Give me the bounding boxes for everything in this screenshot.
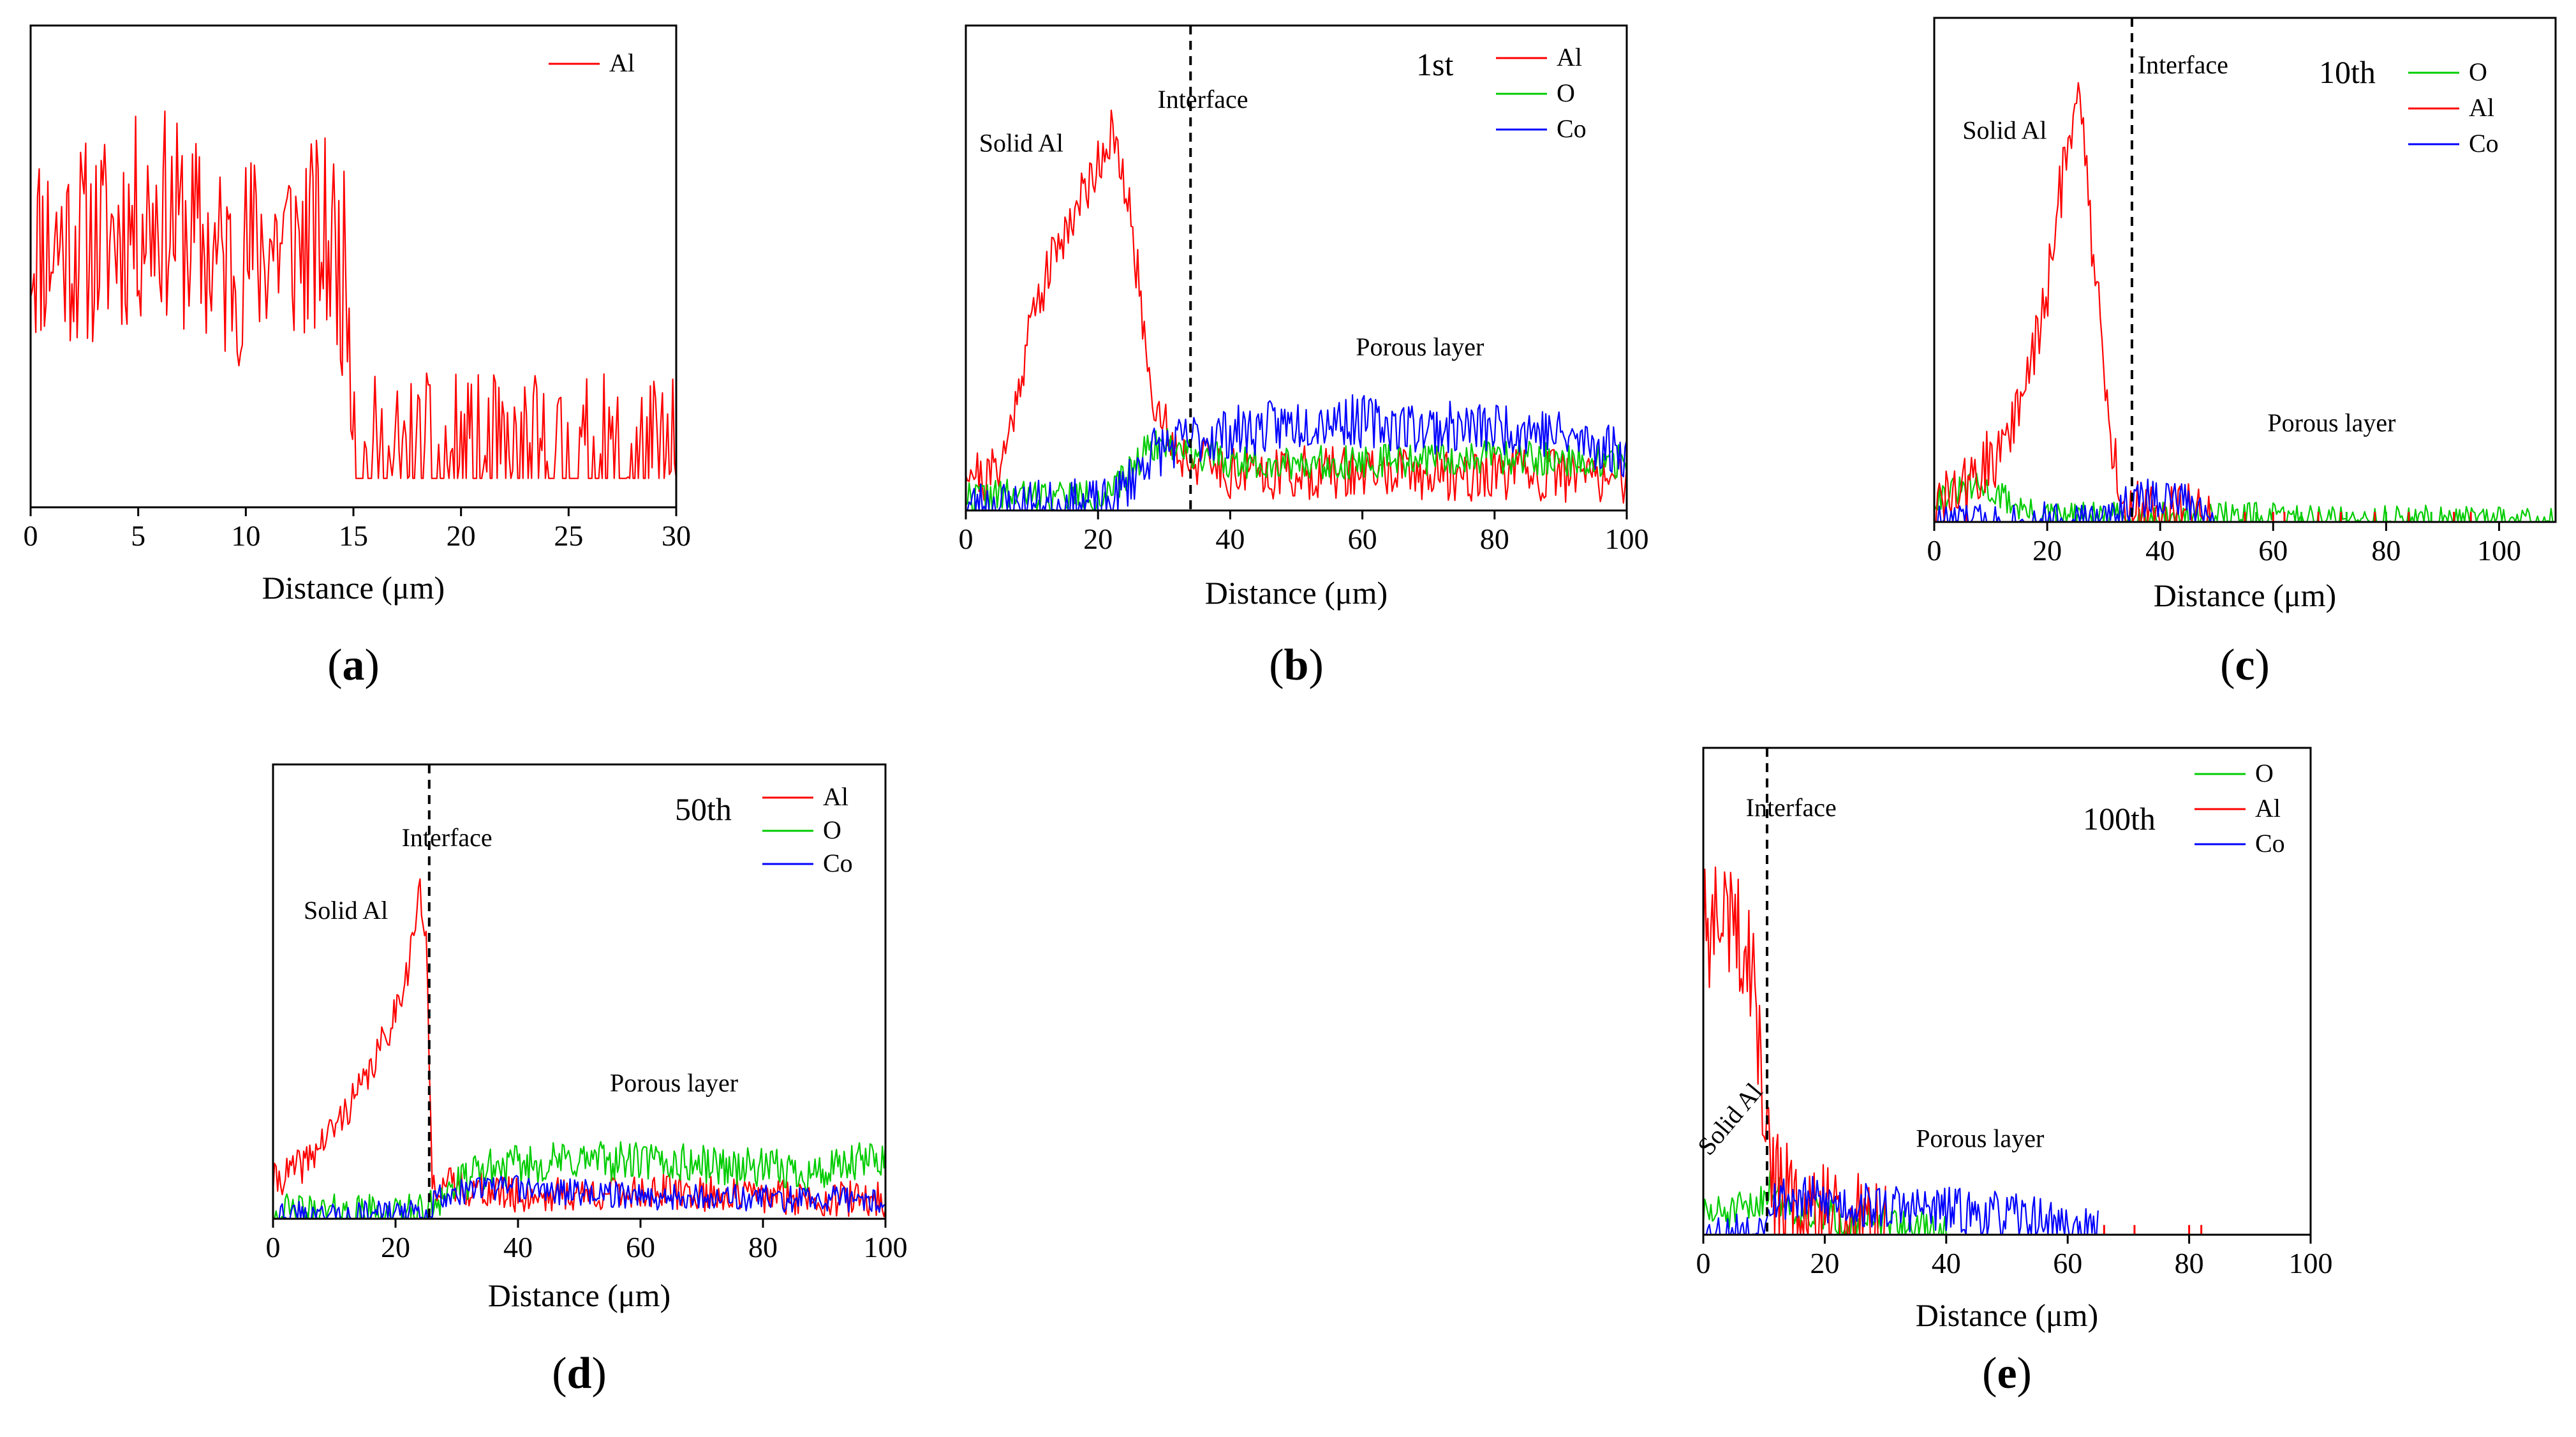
series-line-al (965, 109, 1628, 504)
panel-label: (b) (1269, 641, 1324, 690)
annotation-interface: Interface (1746, 793, 1837, 822)
x-axis-title: Distance (μm) (488, 1277, 670, 1313)
x-tick-label: 5 (131, 519, 145, 552)
x-tick-label: 60 (1348, 523, 1377, 555)
run-label: 100th (2083, 801, 2156, 837)
annotation-interface: Interface (1157, 85, 1248, 114)
x-tick-label: 0 (959, 523, 973, 555)
run-label: 50th (675, 791, 732, 827)
panel-label: (e) (1982, 1349, 2032, 1398)
x-tick-label: 80 (2175, 1247, 2204, 1279)
x-tick-label: 40 (1215, 523, 1245, 555)
series-line-al (272, 878, 887, 1217)
x-tick-label: 0 (1696, 1247, 1711, 1279)
x-tick-label: 0 (24, 519, 38, 552)
legend-label-co: Co (823, 849, 853, 877)
annotation-solid-al: Solid Al (979, 129, 1063, 158)
legend-label-co: Co (2469, 129, 2499, 158)
run-label: 1st (1416, 47, 1453, 82)
legend-label-o: O (1557, 78, 1575, 107)
x-tick-label: 40 (1932, 1247, 1961, 1279)
legend-label-al: Al (609, 48, 635, 77)
x-axis-title: Distance (μm) (2154, 577, 2336, 613)
legend-label-co: Co (2255, 829, 2285, 858)
x-tick-label: 25 (554, 519, 583, 552)
x-tick-label: 80 (2371, 534, 2401, 567)
x-tick-label: 20 (1083, 523, 1113, 555)
x-tick-label: 0 (266, 1231, 281, 1263)
x-tick-label: 60 (2053, 1247, 2082, 1279)
plot-frame (272, 763, 887, 1220)
chart-panel-b: 0 20 40 60 80 100 Distance (μm) Al O Co 1st Solid A… (959, 24, 1649, 690)
x-tick-label: 100 (864, 1231, 908, 1263)
legend-label-al: Al (2469, 93, 2494, 122)
x-tick-label: 20 (381, 1231, 410, 1263)
annotation-solid-al: Solid Al (304, 896, 388, 925)
run-label: 10th (2319, 54, 2376, 90)
x-tick-label: 100 (2289, 1247, 2333, 1279)
x-tick-label: 30 (662, 519, 691, 552)
chart-panel-e: 0 20 40 60 80 100 Distance (μm) O Al Co 100th Inter… (1692, 747, 2333, 1398)
annotation-porous-layer: Porous layer (1916, 1124, 2044, 1153)
x-tick-label: 10 (231, 519, 260, 552)
legend-label-al: Al (1557, 43, 1582, 71)
plot-frame (965, 24, 1628, 512)
panel-label: (d) (552, 1349, 607, 1398)
annotation-porous-layer: Porous layer (2267, 408, 2395, 437)
x-tick-label: 40 (503, 1231, 533, 1263)
x-tick-label: 80 (1480, 523, 1509, 555)
x-tick-label: 40 (2145, 534, 2175, 567)
x-tick-label: 0 (1927, 534, 1942, 567)
x-tick-label: 20 (447, 519, 476, 552)
legend-label-al: Al (2255, 794, 2281, 823)
annotation-solid-al: Solid Al (1962, 116, 2047, 145)
chart-panel-d: 0 20 40 60 80 100 Distance (μm) Al O Co 50th Solid … (266, 763, 908, 1398)
x-axis-title: Distance (μm) (1916, 1297, 2098, 1333)
x-tick-label: 60 (2258, 534, 2288, 567)
x-tick-label: 20 (1810, 1247, 1839, 1279)
x-tick-label: 80 (748, 1231, 778, 1263)
legend-label-o: O (2255, 759, 2274, 787)
x-axis-title: Distance (μm) (262, 570, 445, 606)
legend-label-al: Al (823, 782, 848, 811)
annotation-porous-layer: Porous layer (610, 1069, 738, 1098)
annotation-porous-layer: Porous layer (1356, 332, 1484, 361)
legend-label-o: O (823, 815, 841, 844)
series-line-co (966, 394, 1628, 512)
chart-panel-c: 0 20 40 60 80 100 Distance (μm) O Al Co 10th Solid … (1927, 17, 2557, 690)
series-line-al (1702, 866, 1886, 1236)
legend-label-co: Co (1557, 114, 1587, 143)
x-tick-label: 20 (2032, 534, 2062, 567)
chart-panel-a: 0 5 10 15 20 25 30 Distance (μm) Al (a) (24, 24, 691, 690)
plot-frame (1702, 747, 2312, 1236)
panel-label: (c) (2220, 641, 2270, 690)
x-tick-label: 60 (626, 1231, 655, 1263)
annotation-interface: Interface (2138, 50, 2228, 79)
legend-label-o: O (2469, 57, 2487, 86)
x-tick-label: 15 (339, 519, 368, 552)
series-line-co (273, 1175, 886, 1220)
panel-label: (a) (327, 641, 380, 690)
x-tick-label: 100 (2477, 534, 2521, 567)
x-axis-title: Distance (μm) (1205, 575, 1388, 611)
annotation-interface: Interface (402, 823, 492, 852)
series-line-al (1934, 82, 2216, 523)
series-line-co (1703, 1175, 2099, 1236)
plot-frame (1933, 17, 2557, 523)
x-tick-label: 100 (1605, 523, 1649, 555)
series-line-al (29, 110, 677, 479)
